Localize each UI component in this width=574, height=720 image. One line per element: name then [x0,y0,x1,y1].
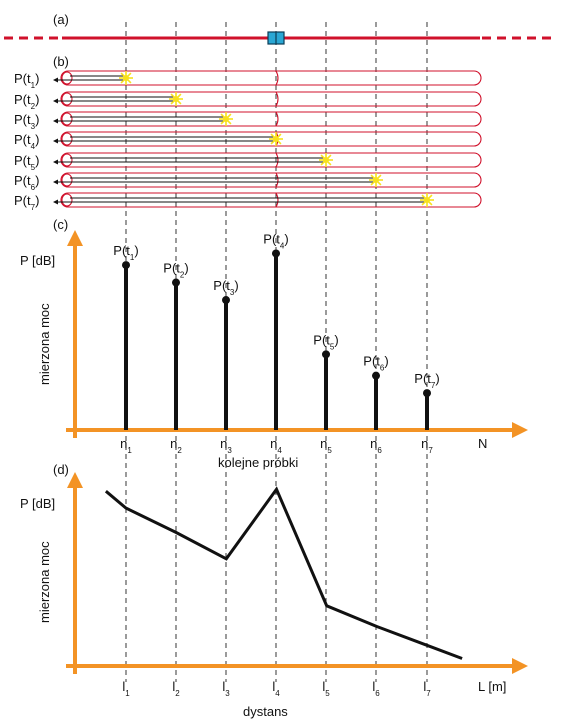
pulse-row: P(t5) [14,152,482,172]
x-tick-label: n5 [320,436,332,455]
bar-value-label: P(t7) [414,371,439,390]
pulse-row: P(t1) [14,70,482,90]
chart-c-x-arrow [512,422,528,438]
x-tick-label: n1 [120,436,132,455]
panel-label-a: (a) [53,12,69,27]
chart-d-xlabel: dystans [243,704,288,719]
loop-inner-ellipse [61,173,73,187]
pulse-label: P(t6) [14,173,39,192]
flash-icon [169,92,183,106]
bar-tip [222,296,230,305]
loop-inner-ellipse [61,112,73,126]
chart-c-ylabel: mierzona moc [37,303,52,385]
chart-c-ylabel-top: P [dB] [20,253,55,268]
pulse-label: P(t1) [14,71,39,90]
pulse-label: P(t4) [14,132,39,151]
pulse-loop [60,192,482,208]
bar-value-label: P(t2) [163,261,188,280]
pulse-row: P(t6) [14,172,482,192]
bar-tip [372,371,380,380]
flash-icon [219,112,233,126]
chart-c-y-arrow [67,230,83,246]
flash-icon [369,173,383,187]
panel-label-c: (c) [53,217,68,232]
x-tick-label: n7 [421,436,433,455]
loop-device-mark [275,111,279,127]
flash-core [273,136,279,142]
samples-chart: P [dB] mierzona moc kolejne próbki N P(t… [20,230,528,470]
pulse-loop [60,152,482,168]
flash-icon [319,153,333,167]
loop-device-mark [275,70,279,86]
pulse-loop [60,172,482,188]
loop-device-mark [275,172,279,188]
flash-core [323,157,329,163]
bar-tip [122,261,130,270]
bar-value-label: P(t5) [313,332,338,351]
panel-label-d: (d) [53,462,69,477]
x-tick-label: l5 [322,679,330,698]
bar-tip [423,389,431,398]
chart-d-ylabel-top: P [dB] [20,496,55,511]
bar-tip [172,278,180,287]
pulse-label: P(t7) [14,193,39,212]
loop-inner-ellipse [61,153,73,167]
flash-icon [420,193,434,207]
chart-c-xlabel: kolejne próbki [218,455,298,470]
flash-icon [269,132,283,146]
bar-value-label: P(t1) [113,243,138,262]
x-tick-label: l7 [423,679,431,698]
loop-inner-ellipse [61,132,73,146]
pulse-loops-panel: P(t1) P(t2)P(t3)P(t4) P(t5)P(t6)P(t7) [14,70,482,212]
pulse-loop [60,111,482,127]
pulse-row: P(t3) [14,111,482,131]
pulse-row: P(t7) [14,192,482,212]
loop-device-mark [275,192,279,208]
x-tick-label: n6 [370,436,382,455]
pulse-loop [60,131,482,147]
bar-value-label: P(t6) [363,354,388,373]
loop-inner-ellipse [61,71,73,85]
fiber-line-panel [4,31,552,45]
pulse-loop [60,70,482,86]
flash-core [373,177,379,183]
loop-inner-ellipse [61,92,73,106]
chart-d-ylabel: mierzona moc [37,541,52,623]
pulse-label: P(t3) [14,112,39,131]
flash-core [223,116,229,122]
distance-chart: P [dB] mierzona moc dystans L [m] l1 l2 l3… [20,472,528,719]
panel-label-b: (b) [53,54,69,69]
chart-d-y-arrow [67,472,83,488]
loop-device-mark [275,91,279,107]
bar-value-label: P(t4) [263,231,288,250]
flash-core [123,75,129,81]
x-tick-label: l2 [172,679,180,698]
bar-value-label: P(t3) [213,278,238,297]
x-tick-label: l3 [222,679,230,698]
chart-d-x-end-label: L [m] [478,679,506,694]
flash-icon [119,71,133,85]
loop-inner-ellipse [61,193,73,207]
chart-c-x-end-label: N [478,436,487,451]
pulse-row: P(t4) [14,131,482,151]
x-tick-label: l6 [372,679,380,698]
pulse-label: P(t5) [14,153,39,172]
flash-core [424,197,430,203]
pulse-row: P(t2) [14,91,482,111]
x-tick-label: n4 [270,436,282,455]
loop-device-mark [275,152,279,168]
flash-core [173,96,179,102]
series-line [104,486,463,660]
x-tick-label: l1 [122,679,130,698]
pulse-loop [60,91,482,107]
bar-tip [322,350,330,359]
x-tick-label: n3 [220,436,232,455]
bar-tip [272,249,280,258]
x-tick-label: n2 [170,436,182,455]
chart-d-x-arrow [512,658,528,674]
x-tick-label: l4 [272,679,280,698]
pulse-label: P(t2) [14,92,39,111]
